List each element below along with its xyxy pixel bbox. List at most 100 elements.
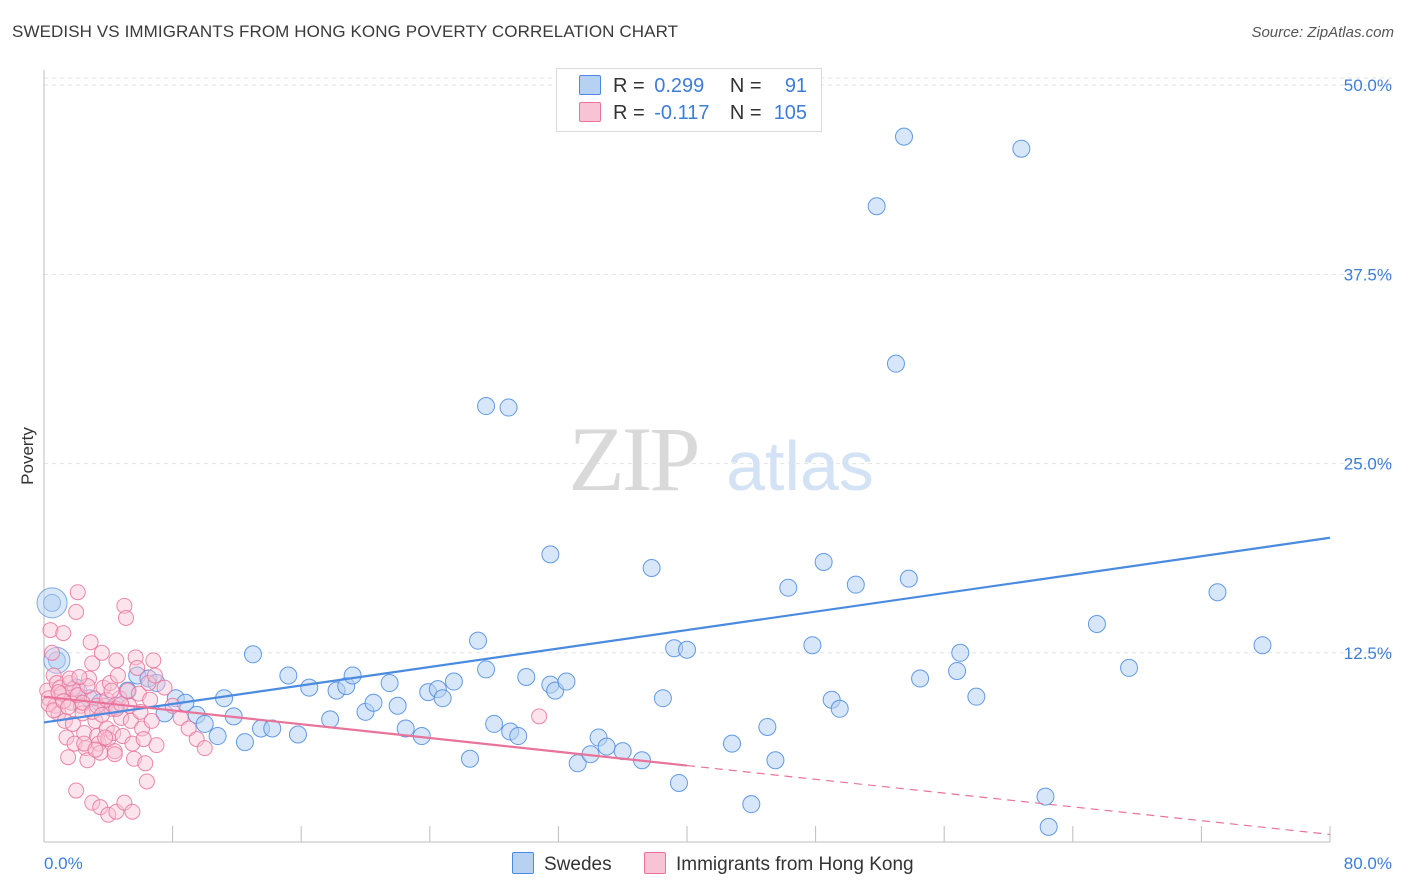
swedes-point bbox=[886, 354, 905, 373]
swedes-point bbox=[208, 727, 227, 746]
swedes-point bbox=[911, 669, 930, 688]
hongkong-point bbox=[148, 737, 165, 754]
swedes-point bbox=[195, 714, 214, 733]
hongkong-point bbox=[116, 597, 133, 614]
y-tick-label: 25.0% bbox=[1344, 455, 1392, 474]
legend-r-label: R = bbox=[613, 75, 645, 97]
legend-r-label: R = bbox=[613, 102, 645, 124]
swedes-point bbox=[803, 636, 822, 655]
swedes-point bbox=[597, 737, 616, 756]
hongkong-point bbox=[156, 679, 173, 696]
swedes-point bbox=[517, 668, 536, 687]
swedes-point bbox=[288, 725, 307, 744]
hongkong-point bbox=[84, 794, 101, 811]
swedes-point bbox=[895, 127, 914, 146]
hongkong-point bbox=[82, 634, 99, 651]
hongkong-point bbox=[143, 712, 160, 729]
hongkong-point bbox=[58, 729, 75, 746]
swedes-point bbox=[899, 569, 918, 588]
swedes-point bbox=[460, 749, 479, 768]
legend-n-value: 105 bbox=[773, 102, 808, 124]
y-tick-label: 50.0% bbox=[1344, 76, 1392, 95]
swedes-point bbox=[867, 197, 886, 216]
trend-line-hongkong-extension bbox=[686, 764, 1331, 836]
hongkong-point bbox=[60, 749, 77, 766]
bottom-legend-swedes: Swedes bbox=[512, 852, 612, 876]
swedes-point bbox=[948, 661, 967, 680]
swedes-point bbox=[388, 696, 407, 715]
hongkong-point bbox=[103, 682, 120, 699]
swedes-point bbox=[1253, 636, 1272, 655]
hongkong-point bbox=[106, 746, 123, 763]
swedes-point bbox=[967, 687, 986, 706]
hongkong-point bbox=[180, 720, 197, 737]
y-tick-label: 12.5% bbox=[1344, 644, 1392, 663]
y-tick-labels: 12.5% 25.0% 37.5% 50.0% bbox=[1344, 76, 1392, 663]
y-axis-label: Poverty bbox=[18, 427, 37, 485]
bottom-legend-label-swedes: Swedes bbox=[544, 854, 612, 875]
hongkong-point bbox=[69, 584, 86, 601]
hongkong-point bbox=[68, 603, 85, 620]
hongkong-point bbox=[145, 652, 162, 669]
hongkong-point bbox=[93, 644, 110, 661]
hongkong-point bbox=[188, 731, 205, 748]
swedes-point bbox=[235, 733, 254, 752]
hongkong-point bbox=[142, 691, 159, 708]
hongkong-point bbox=[97, 729, 114, 746]
swedes-point bbox=[766, 751, 785, 770]
swedes-point bbox=[499, 398, 518, 417]
legend-row-hongkong: R = -0.117 N = 105 bbox=[579, 102, 807, 126]
swedes-point bbox=[1120, 658, 1139, 677]
swedes-point bbox=[723, 734, 742, 753]
hongkong-point bbox=[100, 806, 117, 823]
hongkong-point bbox=[71, 669, 88, 686]
legend-n-value: 91 bbox=[784, 75, 808, 97]
hongkong-point bbox=[135, 731, 152, 748]
swedes-point bbox=[758, 717, 777, 736]
legend-row-swedes: R = 0.299 N = 91 bbox=[579, 75, 807, 99]
swedes-point bbox=[396, 719, 415, 738]
legend-swatch-swedes bbox=[579, 75, 601, 95]
swedes-point bbox=[653, 689, 672, 708]
swedes-point bbox=[1036, 787, 1055, 806]
x-tick-label: 0.0% bbox=[44, 854, 83, 873]
hongkong-point bbox=[116, 794, 133, 811]
hongkong-point bbox=[105, 725, 122, 742]
hongkong-point bbox=[108, 803, 125, 820]
swedes-point bbox=[279, 666, 298, 685]
swedes-point bbox=[951, 643, 970, 662]
hongkong-point bbox=[42, 622, 59, 639]
swedes-point bbox=[433, 689, 452, 708]
swedes-point bbox=[557, 672, 576, 691]
series-swedes-points bbox=[36, 127, 1272, 836]
swedes-point bbox=[642, 559, 661, 578]
swedes-point bbox=[669, 773, 688, 792]
y-tick-label: 37.5% bbox=[1344, 265, 1392, 284]
swedes-point bbox=[830, 699, 849, 718]
series-hongkong-points bbox=[39, 584, 548, 823]
swedes-point bbox=[321, 710, 340, 729]
trend-lines bbox=[43, 536, 1331, 836]
hongkong-point bbox=[129, 659, 146, 676]
trend-line-hongkong bbox=[43, 695, 688, 767]
swedes-point bbox=[380, 674, 399, 693]
hongkong-point bbox=[60, 699, 77, 716]
legend-n-label: N = bbox=[729, 102, 762, 124]
hongkong-point bbox=[117, 609, 134, 626]
hongkong-point bbox=[87, 741, 104, 758]
swedes-point bbox=[742, 795, 761, 814]
swedes-point bbox=[1208, 583, 1227, 602]
hongkong-point bbox=[64, 715, 81, 732]
hongkong-point bbox=[531, 708, 548, 725]
swedes-point bbox=[36, 587, 68, 619]
swedes-point bbox=[779, 578, 798, 597]
legend-n-label: N = bbox=[729, 75, 762, 97]
bottom-legend-swatch-swedes bbox=[512, 852, 534, 874]
legend-swatch-hongkong bbox=[579, 102, 601, 122]
swedes-point bbox=[1039, 817, 1058, 836]
swedes-point bbox=[1012, 139, 1031, 158]
swedes-point bbox=[814, 552, 833, 571]
swedes-point bbox=[469, 631, 488, 650]
hongkong-point bbox=[79, 752, 96, 769]
